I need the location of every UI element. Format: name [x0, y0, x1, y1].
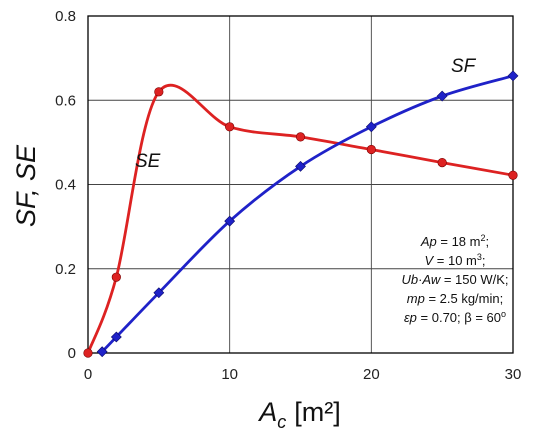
annotation-value: = 2.5 kg/min; — [425, 291, 503, 306]
annotation-symbol: Ap — [420, 234, 437, 249]
annotation-value: = 18 m — [437, 234, 481, 249]
data-point-SF — [110, 331, 122, 343]
series-line-SF — [100, 74, 515, 354]
data-point-SE — [225, 122, 235, 132]
annotation-symbol: εp — [404, 310, 417, 325]
data-point-SE — [83, 348, 93, 358]
y-tick-label: 0.8 — [55, 8, 76, 25]
series-SE — [83, 83, 518, 358]
data-point-SF — [436, 90, 448, 102]
data-point-SE — [295, 132, 306, 142]
data-point-SF — [295, 160, 306, 172]
annotation-line: Ub·Aw = 150 W/K; — [401, 272, 508, 287]
y-tick-label: 0.2 — [55, 261, 76, 278]
data-point-SF — [96, 346, 108, 358]
annotation-suffix: ; — [482, 253, 486, 268]
y-tick-label: 0.4 — [55, 177, 76, 194]
x-axis-title-sub: c — [277, 412, 286, 432]
annotation-line: Ap = 18 m2; — [420, 233, 489, 249]
data-point-SE — [366, 144, 376, 155]
annotation-superscript: 2 — [480, 233, 485, 243]
annotation-symbol: Ub·Aw — [401, 272, 441, 287]
x-tick-label: 20 — [363, 366, 380, 383]
annotation-symbol: V — [424, 253, 434, 268]
series-SF — [96, 70, 519, 358]
x-axis-title: Ac [m²] — [257, 397, 341, 432]
data-point-SF — [365, 121, 377, 133]
series-group — [83, 70, 519, 358]
x-tick-label: 0 — [84, 366, 92, 383]
y-tick-label: 0 — [68, 345, 76, 362]
tick-labels: 0 10 20 30 0 0.2 0.4 0.6 0.8 — [55, 8, 521, 383]
data-point-SF — [224, 215, 236, 227]
annotation-value: = 0.70; β = 60 — [417, 310, 501, 325]
annotation-value: = 150 W/K; — [440, 272, 508, 287]
series-label-SE: SE — [135, 151, 161, 172]
annotation-line: V = 10 m3; — [424, 252, 485, 268]
parameter-annotation: Ap = 18 m2;V = 10 m3;Ub·Aw = 150 W/K;mp … — [401, 233, 508, 325]
annotation-line: mp = 2.5 kg/min; — [407, 291, 503, 306]
y-axis-title: SF, SE — [11, 144, 41, 227]
plot-frame — [87, 15, 514, 354]
annotation-superscript: o — [501, 309, 506, 319]
annotation-symbol: mp — [407, 291, 425, 306]
series-label-SF: SF — [451, 56, 477, 77]
annotation-superscript: 3 — [477, 252, 482, 262]
data-point-SF — [507, 70, 519, 82]
annotation-line: εp = 0.70; β = 60o — [404, 309, 506, 325]
data-point-SE — [154, 87, 164, 97]
x-axis-title-unit: [m²] — [294, 397, 341, 427]
data-point-SE — [437, 157, 447, 168]
x-axis-title-base: A — [257, 397, 277, 427]
data-point-SE — [111, 272, 121, 282]
data-point-SE — [508, 170, 518, 180]
x-tick-label: 10 — [221, 366, 238, 383]
y-tick-label: 0.6 — [55, 92, 76, 109]
annotation-value: = 10 m — [433, 253, 477, 268]
data-point-SF — [153, 287, 165, 299]
annotation-suffix: ; — [486, 234, 490, 249]
x-tick-label: 30 — [505, 366, 522, 383]
